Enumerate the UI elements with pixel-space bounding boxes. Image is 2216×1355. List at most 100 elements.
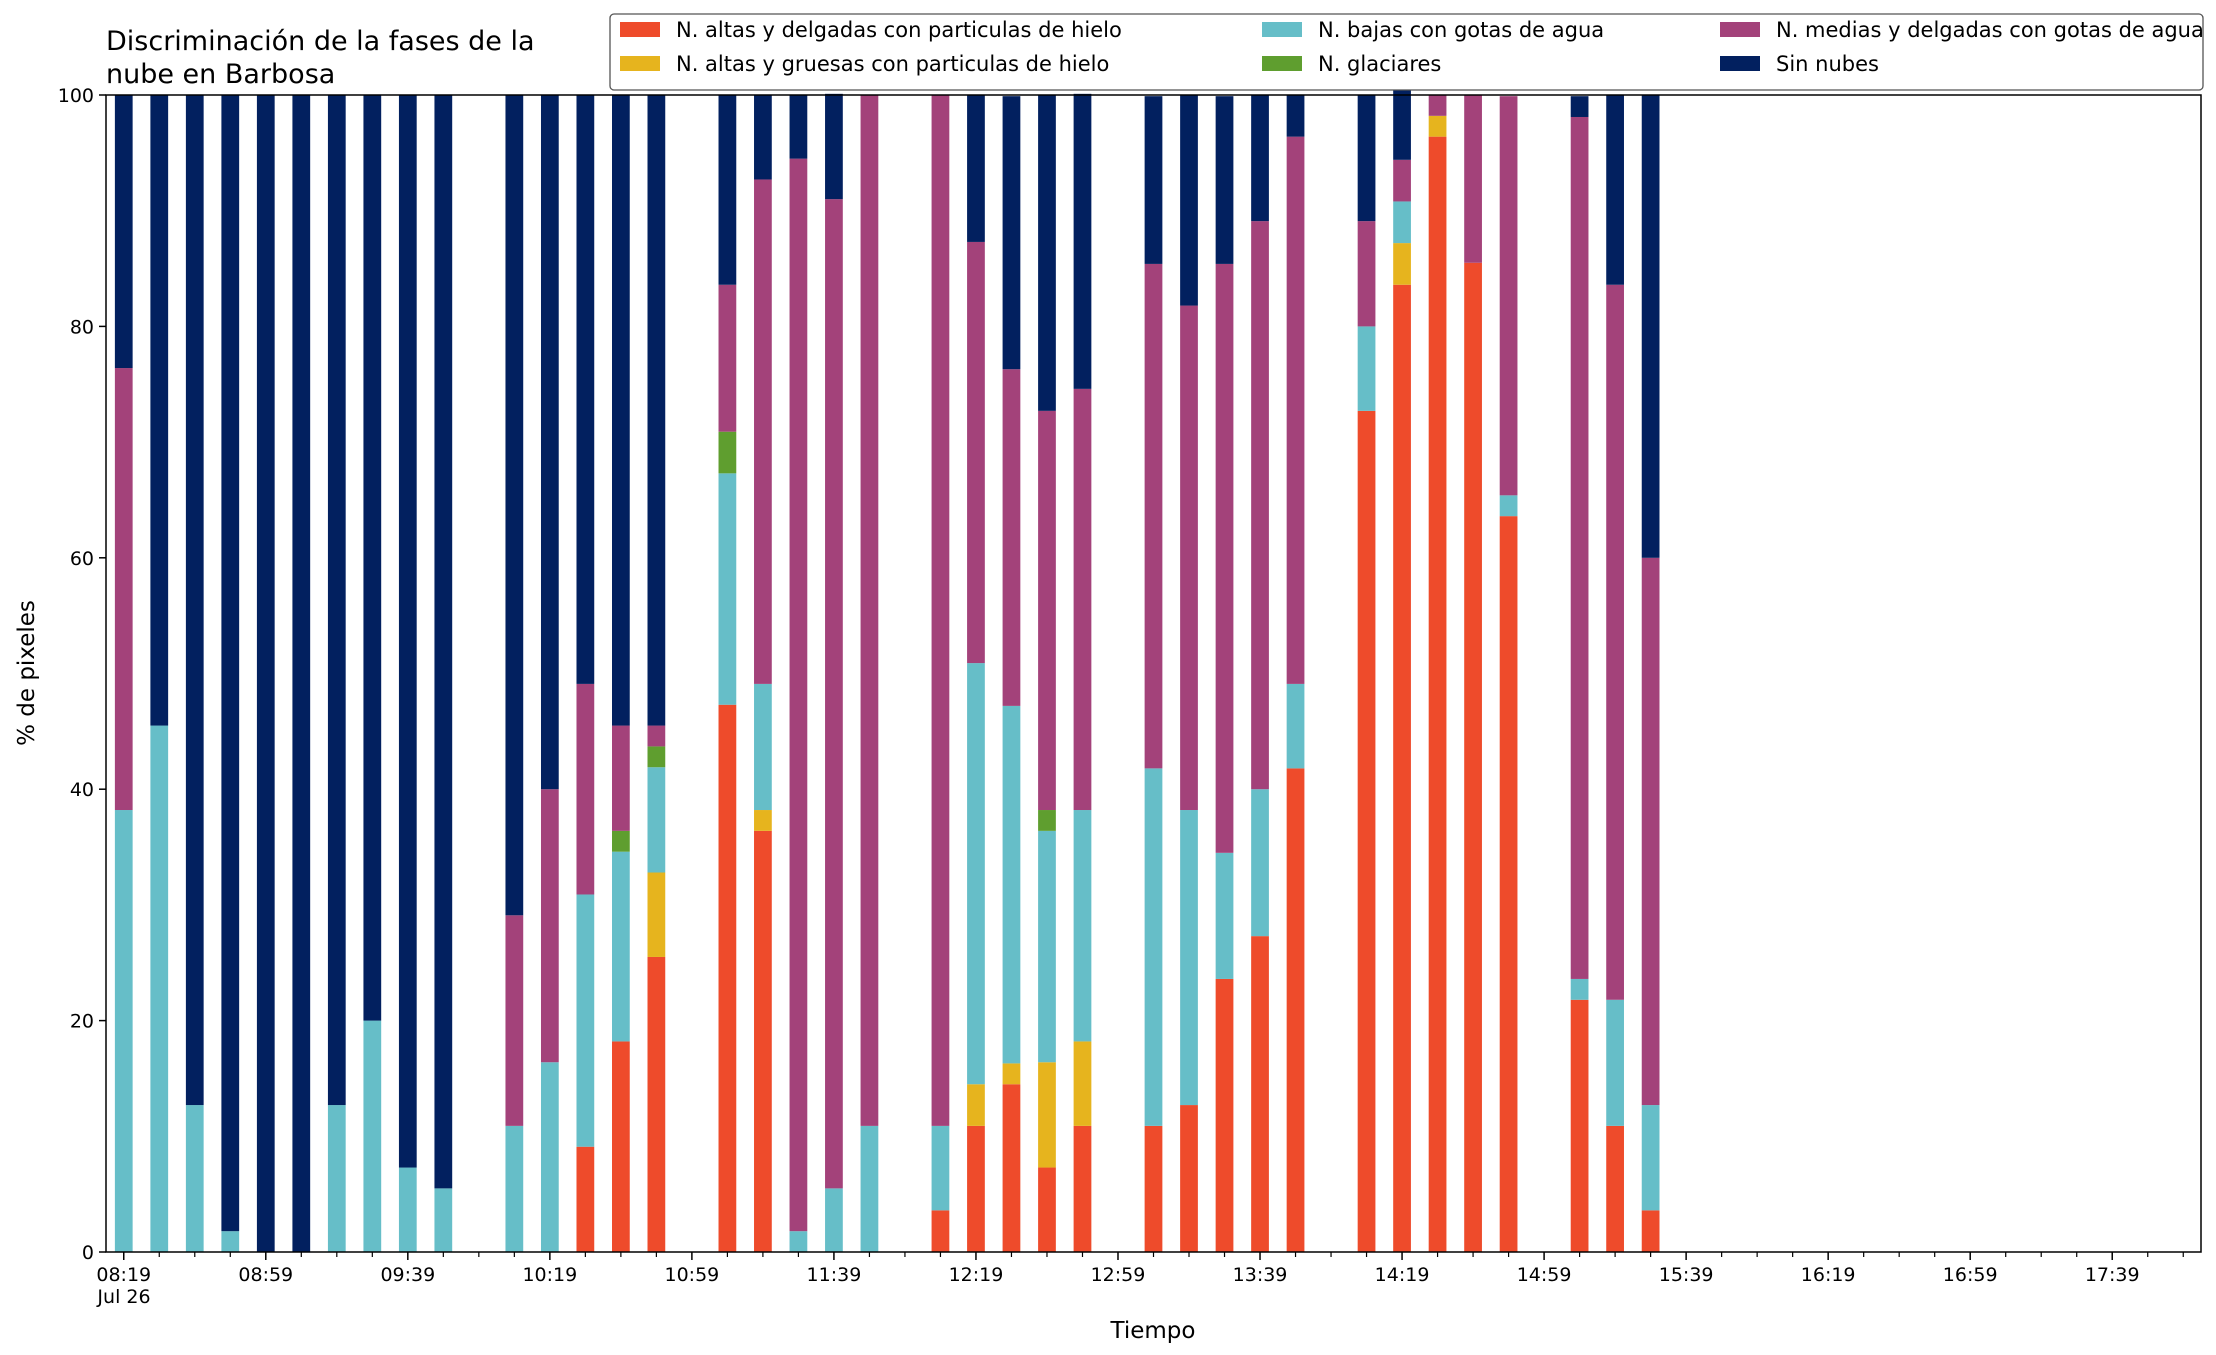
bar-segment-s2-t33	[1286, 683, 1305, 769]
bar-segment-s0-t29	[1144, 1125, 1163, 1252]
bar-segment-s4-t15	[647, 725, 666, 747]
x-tick-label: 13:39	[1233, 1264, 1288, 1286]
legend-label: N. medias y delgadas con gotas de agua	[1776, 18, 2204, 42]
bar-segment-s0-t35	[1357, 410, 1376, 1252]
bar-segment-s5-t11	[505, 95, 524, 916]
bar-segment-s2-t1	[150, 725, 169, 1252]
y-tick-label: 60	[70, 548, 94, 570]
bar-segment-s4-t35	[1357, 221, 1376, 327]
bar-segment-s0-t38	[1464, 262, 1482, 1252]
bar-segment-s5-t2	[185, 95, 204, 1106]
x-tick-label: 17:39	[2085, 1264, 2140, 1286]
bar-segment-s5-t27	[1073, 93, 1092, 389]
legend-swatch	[1262, 56, 1302, 71]
legend-label: N. glaciares	[1318, 52, 1441, 76]
bar-segment-s5-t5	[292, 95, 311, 1252]
bar-segment-s4-t33	[1286, 136, 1305, 684]
bar-segment-s2-t41	[1570, 978, 1589, 1000]
bar-segment-s4-t18	[754, 179, 772, 684]
bar-segment-s5-t32	[1251, 95, 1269, 222]
bar-segment-s0-t42	[1606, 1125, 1624, 1252]
bar-segment-s0-t25	[1002, 1084, 1021, 1252]
bar-segment-s4-t29	[1144, 263, 1163, 769]
x-axis-label: Tiempo	[1110, 1318, 1196, 1344]
bar-segment-s5-t31	[1215, 96, 1234, 264]
bar-segment-s4-t13	[576, 683, 595, 895]
bar-segment-s5-t35	[1357, 95, 1376, 222]
x-tick-label: 10:19	[522, 1264, 577, 1286]
bar-segment-s0-t39	[1499, 516, 1518, 1252]
bar-segment-s4-t21	[860, 95, 879, 1126]
bar-segment-s5-t18	[754, 95, 772, 180]
bar-segment-s4-t37	[1428, 95, 1447, 116]
bar-segment-s5-t24	[967, 95, 985, 242]
bar-segment-s2-t39	[1499, 495, 1518, 517]
bar-segment-s2-t9	[434, 1188, 453, 1252]
bar-segment-s5-t12	[540, 95, 559, 790]
bar-segment-s0-t15	[647, 956, 666, 1252]
bar-segment-s2-t12	[540, 1062, 559, 1252]
bar-segment-s0-t17	[718, 704, 737, 1252]
bar-segment-s0-t32	[1251, 936, 1269, 1252]
bar-segment-s5-t33	[1286, 95, 1305, 137]
bar-segment-s1-t26	[1038, 1062, 1056, 1168]
x-tick-label: 11:39	[807, 1264, 862, 1286]
bar-segment-s2-t11	[505, 1125, 524, 1252]
bar-segment-s0-t24	[967, 1125, 985, 1252]
bar-segment-s0-t33	[1286, 768, 1305, 1252]
bar-segment-s0-t36	[1393, 284, 1411, 1252]
bar-segment-s2-t2	[185, 1105, 204, 1252]
bar-segment-s0-t14	[612, 1041, 630, 1252]
bar-segment-s2-t27	[1073, 810, 1092, 1042]
bar-segment-s0-t41	[1570, 999, 1589, 1252]
y-axis: 0 20 40 60 80 100	[58, 85, 106, 1264]
bar-segment-s2-t0	[114, 810, 133, 1252]
bar-segment-s2-t31	[1215, 852, 1234, 979]
bar-segment-s5-t3	[221, 95, 240, 1232]
y-tick-label: 20	[70, 1011, 94, 1033]
bar-segment-s5-t25	[1002, 96, 1021, 370]
bar-segment-s0-t23	[931, 1210, 950, 1252]
bar-segment-s5-t13	[576, 95, 595, 684]
bar-segment-s4-t17	[718, 284, 737, 432]
bar-segment-s4-t24	[967, 241, 985, 664]
bar-segment-s5-t1	[150, 95, 169, 726]
bar-segment-s1-t37	[1428, 115, 1447, 137]
bar-segment-s2-t35	[1357, 326, 1376, 411]
legend: N. altas y delgadas con particulas de hi…	[609, 13, 2204, 91]
bar-segment-s4-t43	[1641, 557, 1660, 1106]
bar-segment-s0-t18	[754, 830, 772, 1252]
bar-segment-s1-t36	[1393, 243, 1411, 285]
bar-segment-s2-t32	[1251, 789, 1269, 937]
chart-title-line-1: Discriminación de la fases de la	[106, 26, 535, 57]
bar-segment-s5-t0	[114, 95, 133, 369]
bar-segment-s4-t31	[1215, 263, 1234, 853]
bar-segment-s2-t21	[860, 1125, 879, 1252]
bar-segment-s1-t15	[647, 872, 666, 957]
bar-segment-s2-t42	[1606, 999, 1624, 1126]
bar-segment-s2-t7	[363, 1020, 382, 1252]
bar-segment-s5-t30	[1180, 95, 1198, 306]
bar-segment-s2-t36	[1393, 201, 1411, 244]
bar-segment-s2-t6	[327, 1105, 346, 1252]
legend-swatch	[1720, 56, 1760, 71]
bar-segment-s2-t25	[1002, 705, 1021, 1064]
bar-segment-s4-t12	[540, 789, 559, 1063]
bar-segment-s3-t17	[718, 431, 737, 474]
bar-segment-s4-t30	[1180, 305, 1198, 811]
x-tick-label: 12:59	[1091, 1264, 1146, 1286]
legend-label: N. bajas con gotas de agua	[1318, 18, 1604, 42]
bar-segment-s5-t6	[327, 95, 346, 1106]
y-tick-label: 40	[70, 779, 94, 801]
x-tick-label: 14:59	[1517, 1264, 1572, 1286]
legend-swatch	[1262, 22, 1302, 37]
bar-segment-s2-t29	[1144, 768, 1163, 1126]
x-tick-label: 09:39	[380, 1264, 435, 1286]
bar-segment-s2-t17	[718, 473, 737, 705]
legend-swatch	[1720, 22, 1760, 37]
bar-segment-s2-t23	[931, 1125, 950, 1211]
x-tick-label: 15:39	[1659, 1264, 1714, 1286]
bar-segment-s5-t14	[612, 95, 630, 726]
bar-segment-s1-t25	[1002, 1063, 1021, 1085]
